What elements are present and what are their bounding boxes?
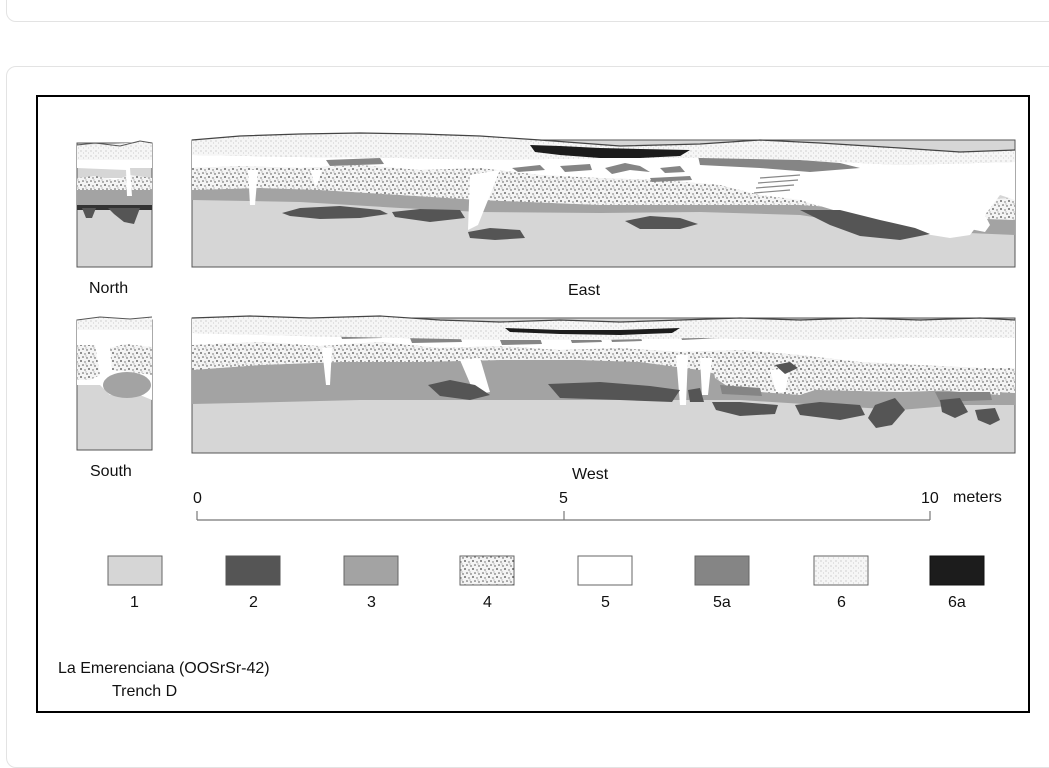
- south-profile: [76, 316, 153, 451]
- scale-tick-5: 5: [559, 490, 568, 507]
- south-label: South: [90, 463, 132, 480]
- legend-swatch-4: [459, 555, 515, 586]
- north-label: North: [89, 280, 128, 297]
- west-profile: [191, 315, 1016, 454]
- legend-swatch-1: [107, 555, 163, 586]
- legend-label-4: 4: [483, 594, 492, 611]
- legend-swatch-2: [225, 555, 281, 586]
- legend-swatch-3: [343, 555, 399, 586]
- legend-label-5a: 5a: [713, 594, 731, 611]
- west-label: West: [572, 466, 609, 483]
- east-profile: [191, 132, 1016, 268]
- legend-label-5: 5: [601, 594, 610, 611]
- legend-label-6a: 6a: [948, 594, 966, 611]
- legend-label-2: 2: [249, 594, 258, 611]
- north-profile: [76, 140, 153, 268]
- scale-bar: 0 5 10 meters: [193, 489, 1002, 521]
- legend-swatch-5: [577, 555, 633, 586]
- legend: 1 2 3 4 5 5a 6 6a: [107, 555, 985, 611]
- legend-swatch-6: [813, 555, 869, 586]
- site-name: La Emerenciana (OOSrSr-42): [58, 660, 270, 677]
- legend-swatch-5a: [694, 555, 750, 586]
- top-card: [6, 0, 1049, 22]
- scale-unit: meters: [953, 489, 1002, 506]
- trench-label: Trench D: [112, 683, 177, 700]
- scale-tick-0: 0: [193, 490, 202, 507]
- stratigraphy-diagram: North East South West 0 5 10 meters 1 2 …: [36, 95, 1030, 713]
- legend-label-1: 1: [130, 594, 139, 611]
- legend-label-3: 3: [367, 594, 376, 611]
- east-label: East: [568, 282, 601, 299]
- scale-tick-10: 10: [921, 490, 939, 507]
- legend-label-6: 6: [837, 594, 846, 611]
- legend-swatch-6a: [929, 555, 985, 586]
